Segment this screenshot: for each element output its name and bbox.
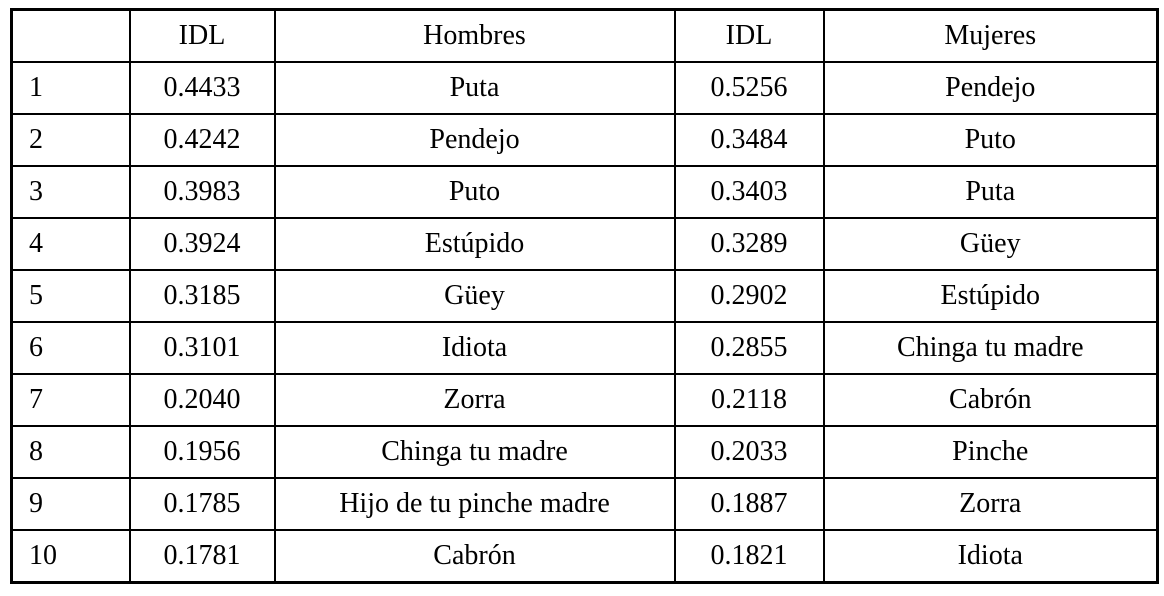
- hombres-word-cell: Estúpido: [273, 217, 676, 271]
- idl-mujeres-cell: 0.3289: [673, 217, 825, 271]
- mujeres-word-cell: Pinche: [822, 425, 1159, 479]
- idl-hombres-cell: 0.4433: [128, 61, 276, 115]
- table-row: 10 0.1781 Cabrón 0.1821 Idiota: [10, 529, 1159, 584]
- idl-mujeres-cell: 0.2033: [673, 425, 825, 479]
- header-idl-mujeres: IDL: [673, 8, 825, 63]
- rank-cell: 9: [10, 477, 131, 531]
- table-body: 1 0.4433 Puta 0.5256 Pendejo 2 0.4242 Pendejo 0.…: [10, 61, 1159, 584]
- idl-mujeres-cell: 0.2902: [673, 269, 825, 323]
- header-rank: [10, 8, 131, 63]
- idl-hombres-cell: 0.1785: [128, 477, 276, 531]
- idl-ranking-table: IDL Hombres IDL Mujeres 1 0.4433 Puta 0.525…: [10, 8, 1159, 584]
- table-row: 7 0.2040 Zorra 0.2118 Cabrón: [10, 373, 1159, 427]
- rank-cell: 10: [10, 529, 131, 584]
- mujeres-word-cell: Güey: [822, 217, 1159, 271]
- hombres-word-cell: Puta: [273, 61, 676, 115]
- rank-cell: 7: [10, 373, 131, 427]
- hombres-word-cell: Zorra: [273, 373, 676, 427]
- mujeres-word-cell: Idiota: [822, 529, 1159, 584]
- mujeres-word-cell: Pendejo: [822, 61, 1159, 115]
- idl-mujeres-cell: 0.2855: [673, 321, 825, 375]
- rank-cell: 8: [10, 425, 131, 479]
- mujeres-word-cell: Cabrón: [822, 373, 1159, 427]
- table-row: 1 0.4433 Puta 0.5256 Pendejo: [10, 61, 1159, 115]
- idl-hombres-cell: 0.2040: [128, 373, 276, 427]
- header-row: IDL Hombres IDL Mujeres: [10, 8, 1159, 63]
- rank-cell: 3: [10, 165, 131, 219]
- mujeres-word-cell: Puto: [822, 113, 1159, 167]
- idl-mujeres-cell: 0.2118: [673, 373, 825, 427]
- hombres-word-cell: Güey: [273, 269, 676, 323]
- idl-mujeres-cell: 0.3484: [673, 113, 825, 167]
- idl-hombres-cell: 0.3983: [128, 165, 276, 219]
- hombres-word-cell: Pendejo: [273, 113, 676, 167]
- idl-hombres-cell: 0.1781: [128, 529, 276, 584]
- rank-cell: 6: [10, 321, 131, 375]
- rank-cell: 5: [10, 269, 131, 323]
- hombres-word-cell: Chinga tu madre: [273, 425, 676, 479]
- header-mujeres: Mujeres: [822, 8, 1159, 63]
- idl-hombres-cell: 0.3924: [128, 217, 276, 271]
- idl-mujeres-cell: 0.1887: [673, 477, 825, 531]
- rank-cell: 4: [10, 217, 131, 271]
- table-row: 6 0.3101 Idiota 0.2855 Chinga tu madre: [10, 321, 1159, 375]
- hombres-word-cell: Cabrón: [273, 529, 676, 584]
- hombres-word-cell: Idiota: [273, 321, 676, 375]
- idl-hombres-cell: 0.3101: [128, 321, 276, 375]
- table-row: 2 0.4242 Pendejo 0.3484 Puto: [10, 113, 1159, 167]
- table-row: 4 0.3924 Estúpido 0.3289 Güey: [10, 217, 1159, 271]
- table-row: 8 0.1956 Chinga tu madre 0.2033 Pinche: [10, 425, 1159, 479]
- idl-mujeres-cell: 0.3403: [673, 165, 825, 219]
- idl-hombres-cell: 0.3185: [128, 269, 276, 323]
- mujeres-word-cell: Chinga tu madre: [822, 321, 1159, 375]
- table-row: 5 0.3185 Güey 0.2902 Estúpido: [10, 269, 1159, 323]
- idl-mujeres-cell: 0.5256: [673, 61, 825, 115]
- idl-hombres-cell: 0.4242: [128, 113, 276, 167]
- idl-mujeres-cell: 0.1821: [673, 529, 825, 584]
- mujeres-word-cell: Estúpido: [822, 269, 1159, 323]
- rank-cell: 1: [10, 61, 131, 115]
- table-row: 9 0.1785 Hijo de tu pinche madre 0.1887 Zorr…: [10, 477, 1159, 531]
- rank-cell: 2: [10, 113, 131, 167]
- header-hombres: Hombres: [273, 8, 676, 63]
- hombres-word-cell: Hijo de tu pinche madre: [273, 477, 676, 531]
- idl-hombres-cell: 0.1956: [128, 425, 276, 479]
- hombres-word-cell: Puto: [273, 165, 676, 219]
- mujeres-word-cell: Puta: [822, 165, 1159, 219]
- header-idl-hombres: IDL: [128, 8, 276, 63]
- table-row: 3 0.3983 Puto 0.3403 Puta: [10, 165, 1159, 219]
- mujeres-word-cell: Zorra: [822, 477, 1159, 531]
